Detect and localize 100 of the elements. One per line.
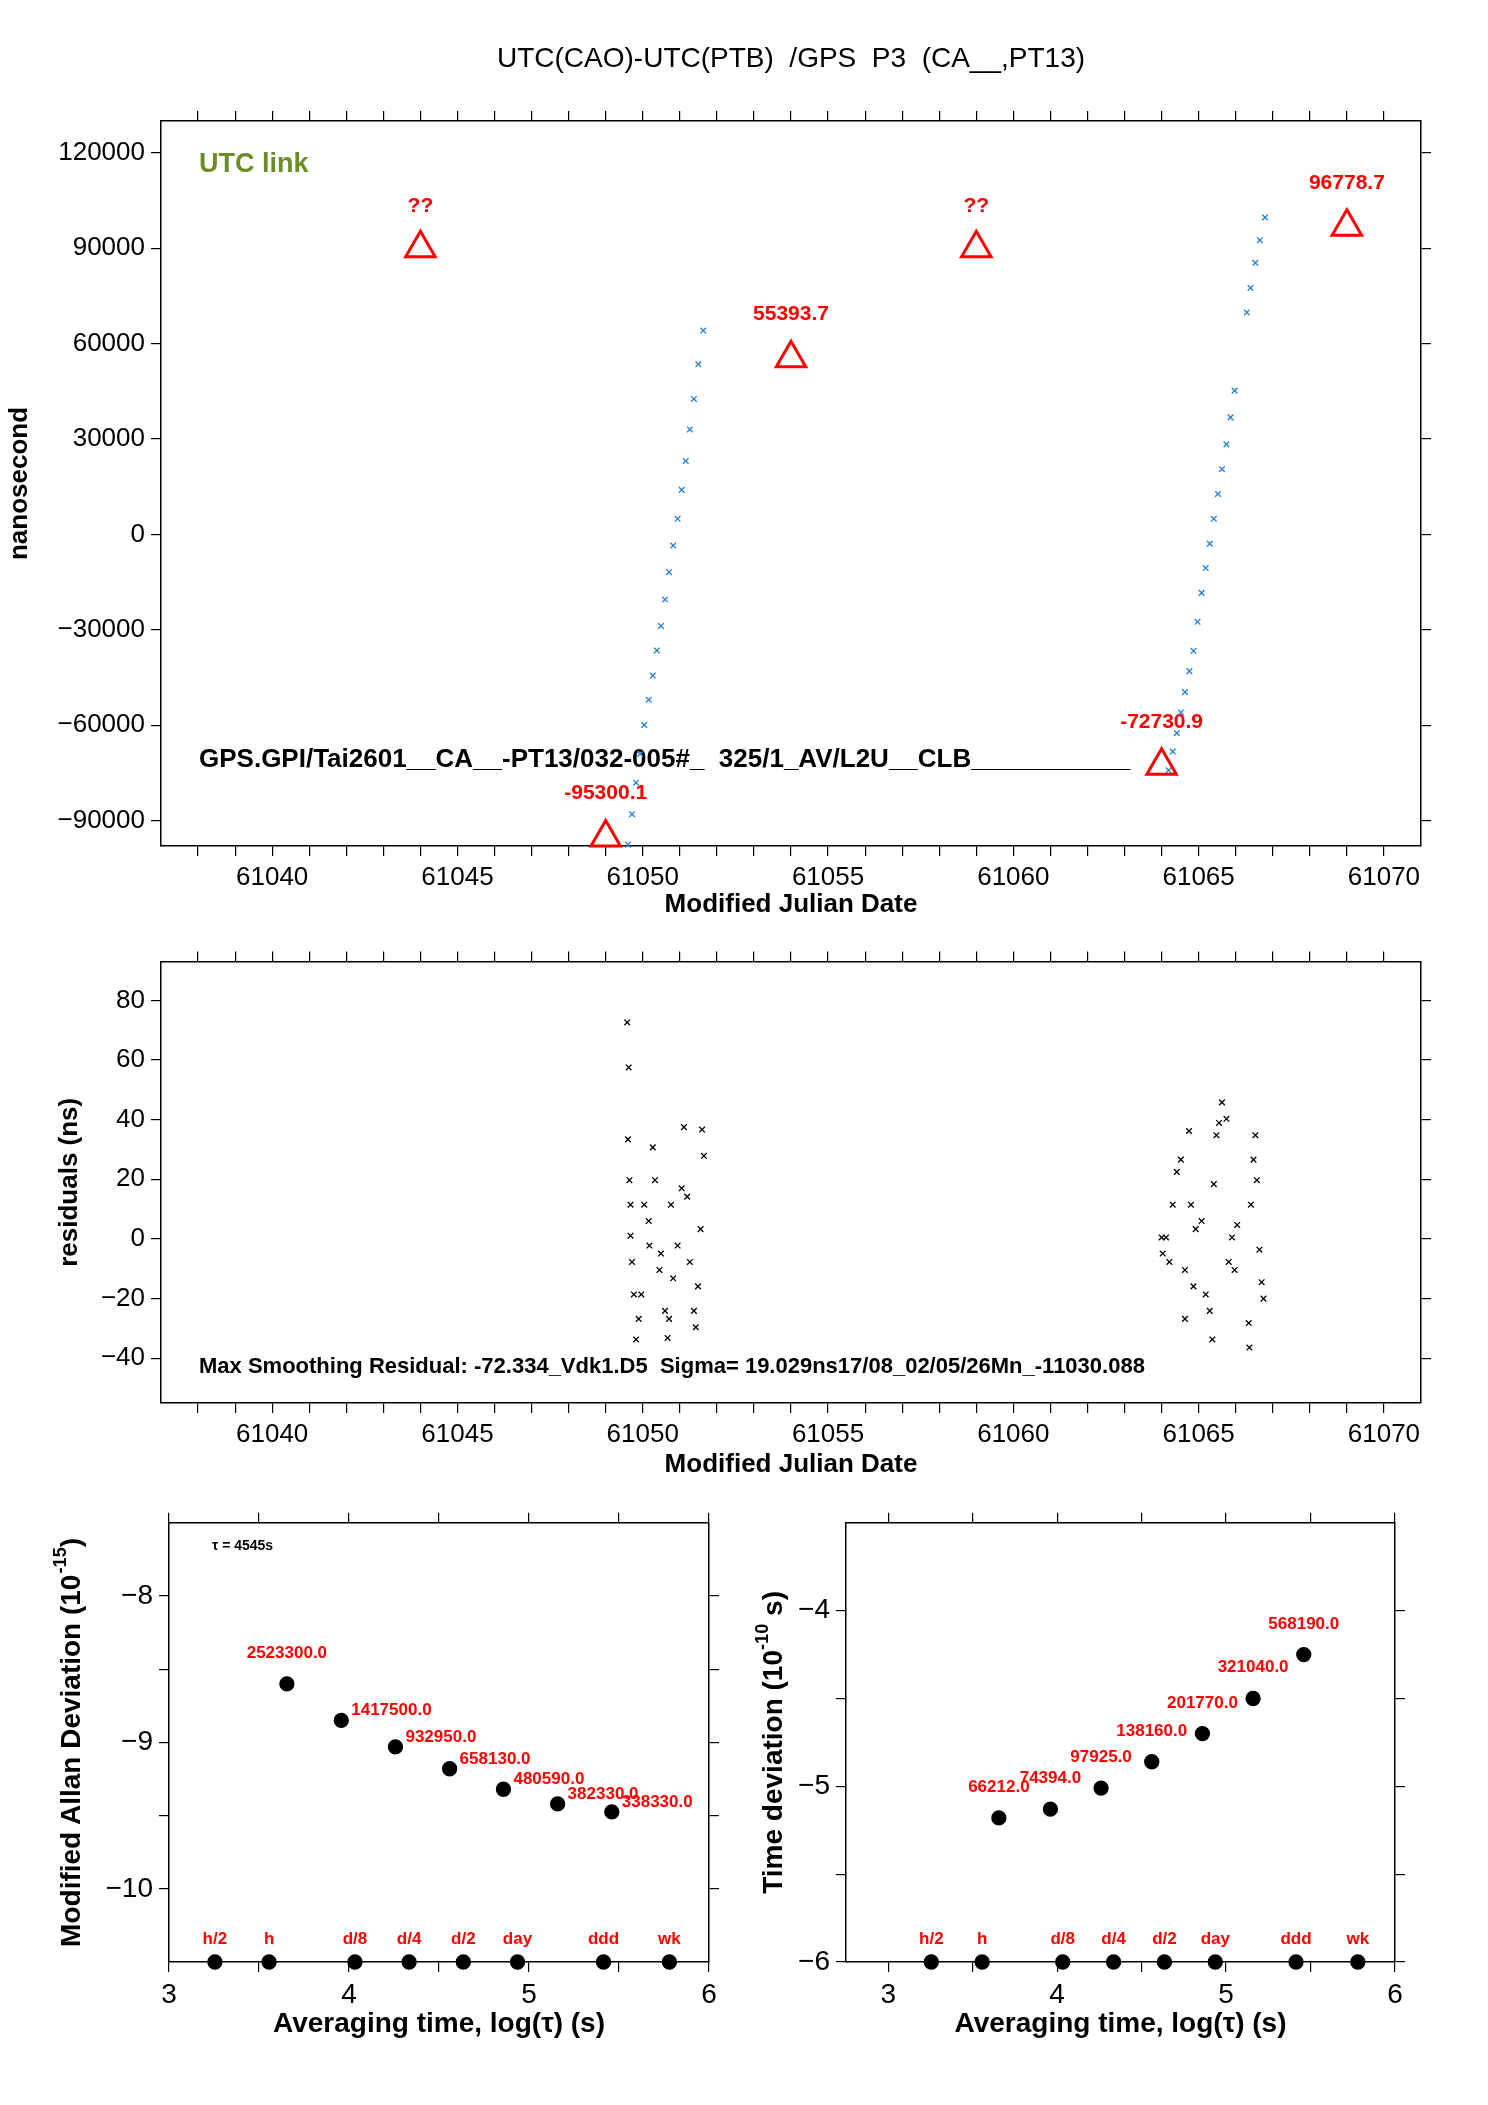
point [549,1796,566,1812]
point [1173,729,1181,737]
y-tick-label: −8 [121,1578,153,1610]
point [1198,589,1206,597]
y-tick-label: −5 [798,1769,830,1801]
x-tick-label: 61050 [606,860,679,891]
y-tick-label: −60000 [57,708,145,739]
annotation: 1417500.0 [351,1700,432,1720]
annotation: 658130.0 [459,1748,531,1768]
point [1194,1725,1211,1742]
y-tick-label: −4 [798,1593,830,1625]
y-tick-label: 60 [116,1043,145,1074]
annotation: ?? [963,193,990,217]
y-axis-title: residuals (ns) [53,1097,84,1267]
x-tick-label: 4 [1049,1977,1065,2009]
annotation: 138160.0 [1116,1720,1188,1740]
x-tick-label: 61070 [1347,1417,1421,1448]
x-tick-label: 61050 [606,1417,679,1448]
x-axis-title: Averaging time, log(τ) (s) [954,2007,1287,2038]
point [1206,540,1214,548]
point [678,486,686,494]
x-tick-label: 61055 [791,1417,865,1448]
point [974,1954,990,1970]
point [333,1712,349,1729]
x-tick-label: 4 [341,1977,357,2009]
y-tick-label: 60000 [72,326,145,357]
point [1156,1954,1173,1970]
data-label: -72730.9 [1120,708,1204,732]
annotation: 201770.0 [1166,1692,1238,1712]
point [595,1954,612,1970]
point [624,841,632,849]
point [441,1761,458,1777]
y-tick-label: 30000 [72,422,145,453]
annotation: ddd [1280,1929,1312,1948]
point [674,515,682,523]
y-tick-label: 0 [130,1222,145,1253]
x-tick-label: 3 [880,1977,897,2009]
x-tick-label: 61060 [977,1417,1050,1448]
x-tick-label: 61065 [1162,860,1235,891]
point [669,542,677,549]
point [1218,465,1226,473]
x-tick-label: 61055 [791,860,865,891]
annotation: d/4 [1101,1929,1127,1948]
point [1243,308,1251,316]
annotation: 568190.0 [1268,1613,1340,1633]
y-axis-title: nanosecond [3,406,34,561]
annotation: d/2 [451,1929,476,1948]
point [1251,259,1259,267]
point [1245,1690,1261,1707]
point [261,1954,277,1970]
point [279,1676,295,1692]
annotation: ddd [587,1929,620,1948]
point [1144,1754,1160,1770]
annotation: day [1200,1929,1231,1948]
x-tick-label: 61045 [421,860,494,891]
x-tick-label: 61065 [1162,1417,1235,1448]
point [682,457,690,465]
point [1296,1646,1312,1663]
point [923,1954,939,1970]
point [1202,564,1210,572]
y-tick-label: 90000 [72,231,145,262]
point [661,596,669,604]
point [628,810,636,818]
annotation: h [976,1929,988,1948]
point [1042,1801,1059,1817]
point [207,1954,223,1970]
point [665,568,673,576]
annotation: 97925.0 [1070,1747,1132,1767]
x-axis-title: Modified Julian Date [664,1448,918,1478]
point [1105,1954,1122,1970]
annotation: h [263,1929,275,1948]
data-label: 55393.7 [753,301,829,325]
point [653,646,661,654]
annotation: d/8 [1050,1929,1076,1948]
data-label: -95300.1 [564,780,648,804]
point [1288,1954,1304,1970]
y-tick-label: 0 [130,517,145,548]
x-tick-label: 61045 [421,1417,494,1448]
y-tick-label: 40 [116,1102,145,1133]
point [347,1954,363,1970]
x-axis-title: Modified Julian Date [664,888,918,918]
point [455,1954,471,1970]
y-axis-title: Modified Allan Deviation (10-15) [49,1537,86,1947]
x-tick-label: 61040 [236,860,309,891]
annotation: day [502,1929,533,1948]
point [1207,1954,1223,1970]
point [1227,413,1234,421]
point [686,425,694,433]
annotation: d/4 [396,1929,422,1948]
y-tick-label: −20 [100,1281,145,1312]
data-label: 96778.7 [1308,169,1385,193]
y-tick-label: 20 [116,1162,145,1193]
point [699,327,707,335]
point [401,1954,417,1970]
point [1261,213,1269,221]
x-tick-label: 61040 [236,1417,309,1448]
chart-title: UTC(CAO)-UTC(PTB) /GPS P3 (CA__,PT13) [496,42,1086,73]
point [694,360,702,368]
point [387,1739,404,1755]
x-axis-title: Averaging time, log(τ) (s) [273,2007,605,2038]
